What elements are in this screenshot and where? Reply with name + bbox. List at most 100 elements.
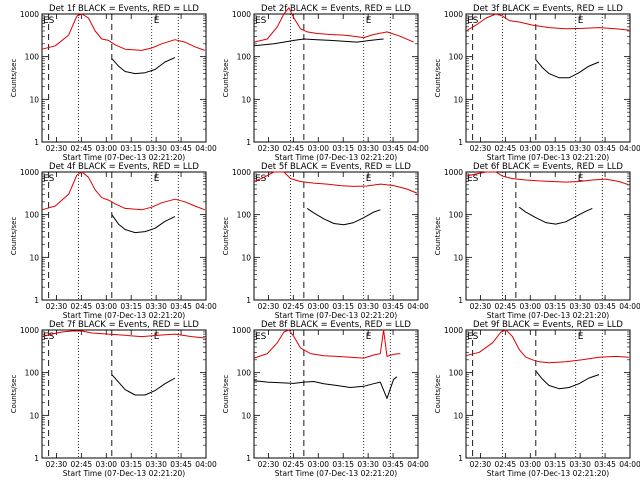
x-tick-label: 02:30 <box>470 144 492 153</box>
marker-e-label: E <box>366 174 372 184</box>
x-tick-label: 03:00 <box>307 302 329 311</box>
x-tick-label: 03:15 <box>544 302 566 311</box>
y-tick-label: 100 <box>237 53 252 62</box>
y-tick-label: 10 <box>453 411 463 420</box>
lld-series-line <box>41 13 206 51</box>
x-tick-label: 04:00 <box>619 460 640 469</box>
y-tick-label: 1000 <box>20 326 39 335</box>
x-axis-label: Start Time (07-Dec-13 02:21:20) <box>275 311 397 320</box>
y-axis-label: Counts/sec <box>434 217 442 256</box>
y-tick-label: 100 <box>449 211 464 220</box>
plot-title: Det 9f BLACK = Events, RED = LLD <box>473 320 623 330</box>
x-tick-label: 03:45 <box>382 144 404 153</box>
plot-title: Det 3f BLACK = Events, RED = LLD <box>473 4 623 14</box>
x-tick-label: 03:45 <box>382 302 404 311</box>
lld-series-line <box>465 13 629 32</box>
marker-es-label: ES <box>467 174 479 184</box>
x-tick-label: 03:45 <box>594 144 616 153</box>
x-tick-label: 03:45 <box>170 460 192 469</box>
marker-e-label: E <box>154 174 160 184</box>
y-tick-label: 10 <box>241 253 251 262</box>
y-tick-label: 10 <box>453 95 463 104</box>
x-tick-label: 02:30 <box>258 460 280 469</box>
events-series-line <box>253 376 398 399</box>
plot-frame <box>41 329 207 459</box>
detector-plot-2: Det 2f BLACK = Events, RED = LLD 1 10 100 10… <box>222 4 429 162</box>
x-tick-label: 02:30 <box>258 302 280 311</box>
x-tick-label: 02:45 <box>71 460 93 469</box>
y-tick-label: 1000 <box>444 326 463 335</box>
y-axis-label: Counts/sec <box>10 375 18 414</box>
marker-es-label: ES <box>43 16 55 26</box>
y-axis-label: Counts/sec <box>434 375 442 414</box>
y-tick-label: 1000 <box>232 326 251 335</box>
x-tick-label: 03:00 <box>95 460 117 469</box>
events-series-line <box>518 206 593 225</box>
x-tick-label: 03:15 <box>332 460 354 469</box>
x-axis-label: Start Time (07-Dec-13 02:21:20) <box>487 153 609 162</box>
y-tick-label: 1 <box>246 454 251 463</box>
events-series-line <box>535 59 600 79</box>
x-tick-label: 02:45 <box>71 144 93 153</box>
x-tick-label: 02:45 <box>495 144 517 153</box>
marker-e-label: E <box>154 332 160 342</box>
x-tick-label: 03:45 <box>170 144 192 153</box>
detector-plot-6: Det 6f BLACK = Events, RED = LLD 1 10 100 10… <box>434 162 640 320</box>
y-tick-label: 1000 <box>232 168 251 177</box>
plot-title: Det 8f BLACK = Events, RED = LLD <box>261 320 411 330</box>
x-axis-label: Start Time (07-Dec-13 02:21:20) <box>63 469 185 478</box>
x-tick-label: 03:30 <box>145 460 167 469</box>
y-axis-label: Counts/sec <box>222 59 230 98</box>
plot-title: Det 4f BLACK = Events, RED = LLD <box>49 162 199 172</box>
plot-title: Det 1f BLACK = Events, RED = LLD <box>49 4 199 14</box>
detector-plot-3: Det 3f BLACK = Events, RED = LLD 1 10 100 10… <box>434 4 640 162</box>
y-tick-label: 1000 <box>20 168 39 177</box>
detector-plot-7: Det 7f BLACK = Events, RED = LLD 1 10 100 10… <box>10 320 217 478</box>
plot-frame <box>465 171 631 301</box>
detector-plot-1: Det 1f BLACK = Events, RED = LLD 1 10 100 10… <box>10 4 217 162</box>
x-tick-label: 02:45 <box>283 460 305 469</box>
y-tick-label: 1 <box>34 138 39 147</box>
x-tick-label: 04:00 <box>619 144 640 153</box>
x-axis-label: Start Time (07-Dec-13 02:21:20) <box>275 469 397 478</box>
y-tick-label: 10 <box>453 253 463 262</box>
y-axis-label: Counts/sec <box>434 59 442 98</box>
plot-title: Det 2f BLACK = Events, RED = LLD <box>261 4 411 14</box>
x-tick-label: 02:30 <box>46 460 68 469</box>
marker-e-label: E <box>578 16 584 26</box>
y-tick-label: 1 <box>34 454 39 463</box>
x-tick-label: 03:00 <box>307 144 329 153</box>
x-axis-label: Start Time (07-Dec-13 02:21:20) <box>487 311 609 320</box>
marker-e-label: E <box>366 16 372 26</box>
y-tick-label: 10 <box>29 253 39 262</box>
x-tick-label: 03:45 <box>170 302 192 311</box>
events-series-line <box>535 370 600 390</box>
x-tick-label: 02:30 <box>470 460 492 469</box>
marker-es-label: ES <box>43 332 55 342</box>
y-tick-label: 10 <box>241 95 251 104</box>
x-tick-label: 04:00 <box>195 460 217 469</box>
x-tick-label: 02:45 <box>283 302 305 311</box>
marker-e-label: E <box>578 174 584 184</box>
marker-e-label: E <box>578 332 584 342</box>
x-tick-label: 03:30 <box>145 302 167 311</box>
plot-frame <box>465 329 631 459</box>
y-tick-label: 10 <box>29 411 39 420</box>
x-axis-label: Start Time (07-Dec-13 02:21:20) <box>487 469 609 478</box>
events-series-line <box>111 374 176 396</box>
y-tick-label: 1 <box>246 138 251 147</box>
x-tick-label: 04:00 <box>195 144 217 153</box>
plot-frame <box>253 171 419 301</box>
events-series-line <box>306 207 381 226</box>
marker-e-label: E <box>366 332 372 342</box>
y-tick-label: 100 <box>25 211 40 220</box>
y-tick-label: 10 <box>29 95 39 104</box>
lld-series-line <box>41 330 205 339</box>
x-tick-label: 04:00 <box>195 302 217 311</box>
marker-es-label: ES <box>255 16 267 26</box>
lld-series-line <box>253 329 401 359</box>
y-tick-label: 1 <box>34 296 39 305</box>
x-tick-label: 03:45 <box>382 460 404 469</box>
x-tick-label: 03:30 <box>357 302 379 311</box>
